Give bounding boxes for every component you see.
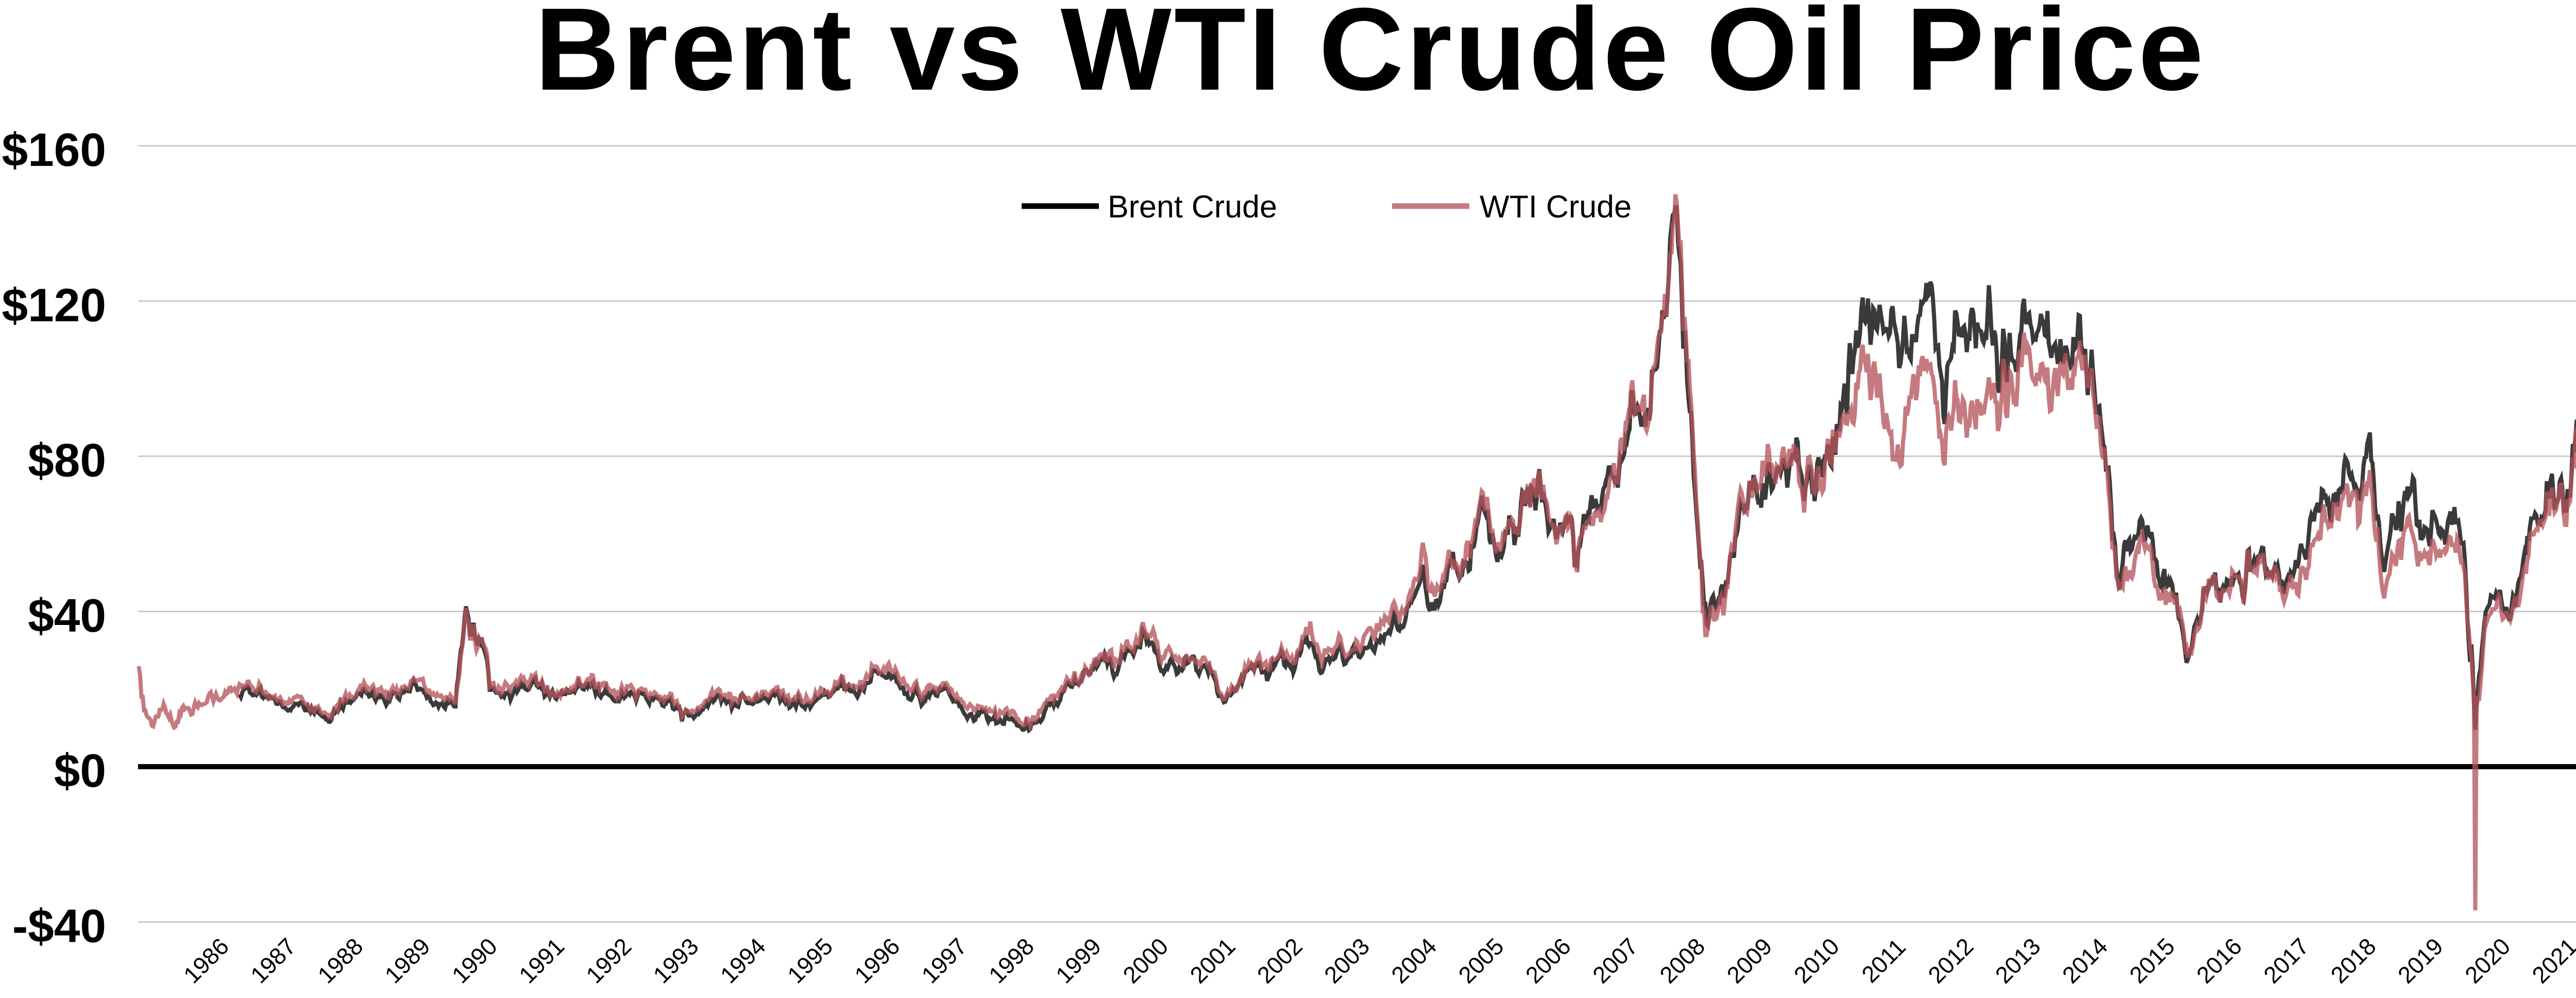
svg-text:$80: $80 (28, 435, 106, 487)
svg-text:$120: $120 (2, 279, 106, 331)
svg-text:Brent vs WTI Crude Oil Price: Brent vs WTI Crude Oil Price (535, 0, 2206, 115)
svg-text:$0: $0 (54, 745, 106, 797)
svg-text:Brent Crude: Brent Crude (1108, 189, 1277, 224)
svg-text:-$40: -$40 (12, 900, 106, 952)
svg-text:WTI Crude: WTI Crude (1480, 189, 1632, 224)
svg-text:$160: $160 (2, 124, 106, 176)
svg-text:$40: $40 (28, 590, 106, 642)
